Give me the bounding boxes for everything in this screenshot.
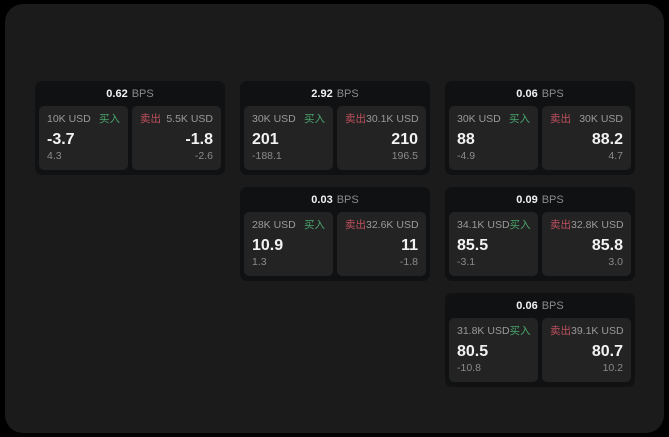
sell-label: 卖出 (550, 219, 571, 231)
sell-panel[interactable]: 卖出 32.8K USD 85.8 3.0 (542, 212, 631, 276)
buy-subvalue: -188.1 (252, 150, 282, 162)
spread-value: 2.92 (311, 87, 333, 100)
sell-price: 11 (401, 237, 418, 254)
sell-subvalue: 196.5 (391, 150, 418, 162)
sell-price: 88.2 (591, 131, 623, 148)
sell-label: 卖出 (140, 113, 161, 125)
spread-value: 0.06 (516, 87, 538, 100)
buy-subvalue: 4.3 (47, 150, 62, 162)
sell-size: 30.1K USD (366, 113, 419, 125)
quote-card: 0.06 BPS 30K USD 买入 88 -4.9 卖出 30K USD (445, 81, 635, 175)
sell-panel[interactable]: 卖出 30K USD 88.2 4.7 (542, 106, 631, 170)
buy-size: 10K USD (47, 113, 91, 125)
buy-label: 买入 (509, 219, 531, 231)
sell-size: 5.5K USD (166, 113, 213, 125)
spread-unit: BPS (541, 87, 564, 100)
spread-unit: BPS (541, 299, 564, 312)
spread-value: 0.62 (106, 87, 128, 100)
sell-label: 卖出 (345, 219, 366, 231)
buy-price: 80.5 (457, 343, 489, 360)
sell-panel[interactable]: 卖出 5.5K USD -1.8 -2.6 (132, 106, 221, 170)
sell-subvalue: -2.6 (194, 150, 213, 162)
sell-panel[interactable]: 卖出 39.1K USD 80.7 10.2 (542, 318, 631, 382)
buy-panel[interactable]: 34.1K USD 买入 85.5 -3.1 (449, 212, 538, 276)
buy-subvalue: -10.8 (457, 362, 481, 374)
spread-header: 0.09 BPS (445, 187, 635, 212)
buy-size: 28K USD (252, 219, 296, 231)
quote-card-grid: 0.62 BPS 10K USD 买入 -3.7 4.3 卖出 5.5K USD (35, 81, 635, 387)
sell-size: 32.6K USD (366, 219, 419, 231)
buy-price: 10.9 (252, 237, 284, 254)
spread-unit: BPS (336, 87, 359, 100)
sell-size: 39.1K USD (571, 325, 624, 337)
sell-price: 210 (391, 131, 418, 148)
buy-panel[interactable]: 30K USD 买入 201 -188.1 (244, 106, 333, 170)
spread-header: 0.03 BPS (240, 187, 430, 212)
spread-unit: BPS (541, 193, 564, 206)
buy-panel[interactable]: 10K USD 买入 -3.7 4.3 (39, 106, 128, 170)
quote-card: 0.09 BPS 34.1K USD 买入 85.5 -3.1 卖出 32.8K… (445, 187, 635, 281)
buy-panel[interactable]: 30K USD 买入 88 -4.9 (449, 106, 538, 170)
sell-label: 卖出 (550, 113, 571, 125)
sell-subvalue: -1.8 (399, 256, 418, 268)
spread-header: 0.06 BPS (445, 293, 635, 318)
buy-price: 85.5 (457, 237, 489, 254)
sell-label: 卖出 (345, 113, 366, 125)
sell-panel[interactable]: 卖出 30.1K USD 210 196.5 (337, 106, 426, 170)
sell-price: -1.8 (185, 131, 213, 148)
quote-card: 0.06 BPS 31.8K USD 买入 80.5 -10.8 卖出 39.1… (445, 293, 635, 387)
buy-size: 30K USD (252, 113, 296, 125)
buy-label: 买入 (509, 325, 531, 337)
quote-card: 2.92 BPS 30K USD 买入 201 -188.1 卖出 30.1K … (240, 81, 430, 175)
buy-panel[interactable]: 31.8K USD 买入 80.5 -10.8 (449, 318, 538, 382)
buy-size: 34.1K USD (457, 219, 510, 231)
buy-panel[interactable]: 28K USD 买入 10.9 1.3 (244, 212, 333, 276)
spread-value: 0.06 (516, 299, 538, 312)
sell-price: 80.7 (591, 343, 623, 360)
quote-card: 0.03 BPS 28K USD 买入 10.9 1.3 卖出 32.6K US… (240, 187, 430, 281)
spread-header: 0.62 BPS (35, 81, 225, 106)
spread-unit: BPS (336, 193, 359, 206)
buy-size: 31.8K USD (457, 325, 510, 337)
buy-price: 88 (457, 131, 475, 148)
app-background: 0.62 BPS 10K USD 买入 -3.7 4.3 卖出 5.5K USD (5, 4, 664, 433)
sell-price: 85.8 (591, 237, 623, 254)
buy-subvalue: 1.3 (252, 256, 267, 268)
spread-unit: BPS (131, 87, 154, 100)
sell-subvalue: 4.7 (608, 150, 623, 162)
buy-label: 买入 (304, 113, 325, 125)
sell-panel[interactable]: 卖出 32.6K USD 11 -1.8 (337, 212, 426, 276)
sell-subvalue: 10.2 (602, 362, 623, 374)
buy-subvalue: -3.1 (457, 256, 476, 268)
buy-price: 201 (252, 131, 279, 148)
sell-subvalue: 3.0 (608, 256, 623, 268)
buy-subvalue: -4.9 (457, 150, 476, 162)
buy-price: -3.7 (47, 131, 75, 148)
spread-header: 0.06 BPS (445, 81, 635, 106)
buy-label: 买入 (304, 219, 325, 231)
sell-size: 32.8K USD (571, 219, 624, 231)
quote-card: 0.62 BPS 10K USD 买入 -3.7 4.3 卖出 5.5K USD (35, 81, 225, 175)
spread-header: 2.92 BPS (240, 81, 430, 106)
sell-label: 卖出 (550, 325, 571, 337)
buy-label: 买入 (99, 113, 120, 125)
spread-value: 0.09 (516, 193, 538, 206)
sell-size: 30K USD (579, 113, 623, 125)
spread-value: 0.03 (311, 193, 333, 206)
buy-label: 买入 (509, 113, 530, 125)
buy-size: 30K USD (457, 113, 501, 125)
